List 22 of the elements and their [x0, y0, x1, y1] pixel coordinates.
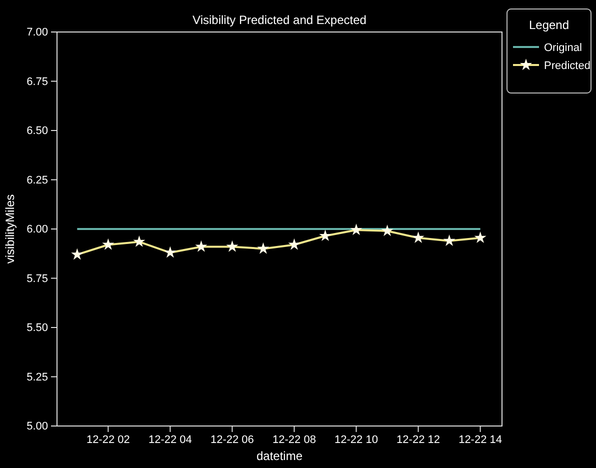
- y-tick-label: 6.25: [26, 174, 48, 186]
- x-axis-title: datetime: [256, 449, 303, 463]
- y-tick-label: 6.75: [26, 76, 48, 88]
- x-tick-label: 12-22 04: [148, 434, 192, 446]
- legend-label: Predicted: [544, 60, 590, 72]
- chart-title: Visibility Predicted and Expected: [192, 13, 366, 27]
- y-tick-label: 5.50: [26, 322, 48, 334]
- y-tick-label: 7.00: [26, 26, 48, 39]
- x-tick-label: 12-22 12: [396, 434, 440, 446]
- legend-title: Legend: [528, 18, 570, 32]
- x-tick-label: 12-22 02: [86, 434, 130, 446]
- x-tick-label: 12-22 08: [272, 434, 316, 446]
- x-tick-label: 12-22 10: [334, 434, 378, 446]
- y-tick-label: 6.50: [26, 125, 48, 138]
- x-tick-label: 12-22 06: [210, 434, 254, 446]
- y-tick-label: 6.00: [26, 224, 48, 236]
- y-tick-label: 5.25: [26, 371, 48, 384]
- y-tick-label: 5.75: [26, 272, 48, 285]
- x-tick-label: 12-22 14: [458, 434, 502, 446]
- y-tick-label: 5.00: [26, 420, 48, 433]
- y-axis-title: visibilityMiles: [3, 194, 17, 264]
- legend-label: Original: [544, 42, 582, 54]
